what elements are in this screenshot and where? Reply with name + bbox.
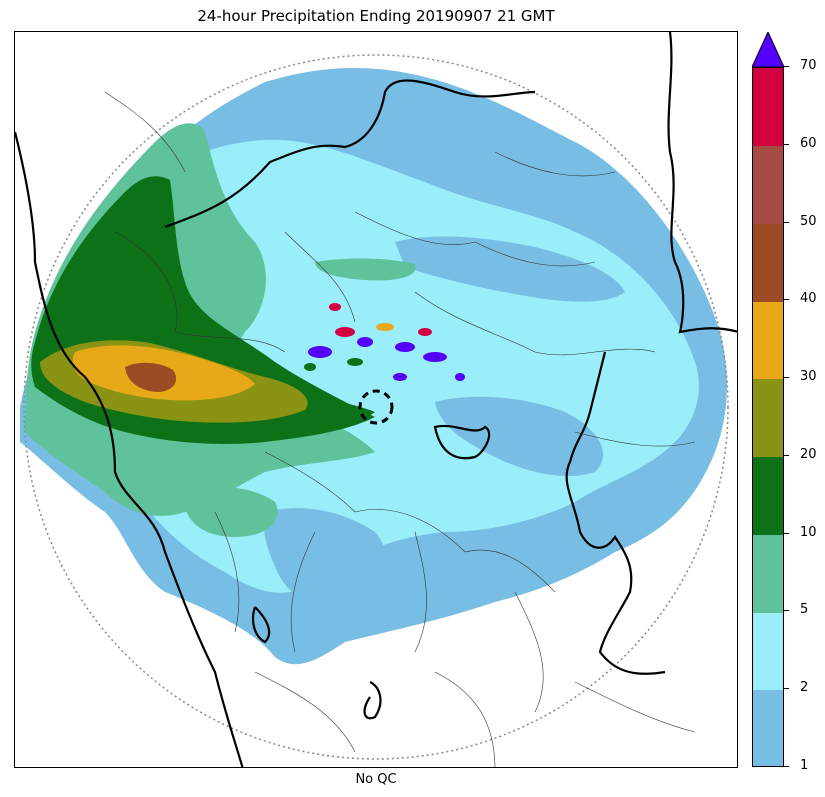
colorbar-segment [753, 534, 783, 613]
radar-map [14, 31, 738, 768]
colorbar-tick-mark [784, 299, 789, 301]
colorbar-tick-mark [784, 221, 789, 223]
colorbar-segment [753, 301, 783, 380]
chart-title: 24-hour Precipitation Ending 20190907 21… [197, 7, 555, 25]
colorbar-tick-mark [784, 688, 789, 690]
colorbar-tick-label: 60 [800, 135, 817, 151]
colorbar-extend-arrow [752, 32, 784, 68]
colorbar-tick-label: 30 [800, 369, 817, 385]
precip-1-2-patch [263, 508, 386, 611]
range-ring [23, 54, 729, 760]
colorbar-segment [753, 145, 783, 224]
precipitation-map-svg [15, 32, 737, 767]
colorbar-segment [753, 456, 783, 535]
colorbar-tick-label: 40 [800, 291, 817, 307]
colorbar-tick-mark [784, 143, 789, 145]
colorbar-tick-mark [784, 377, 789, 379]
colorbar-tick-mark [784, 610, 789, 612]
colorbar-tick-mark [784, 532, 789, 534]
convective-cells [304, 303, 465, 381]
x-axis-label: No QC [355, 772, 397, 787]
colorbar-tick-label: 10 [800, 524, 817, 540]
radar-site-marker [358, 389, 394, 425]
colorbar [752, 67, 784, 767]
colorbar-segment [753, 379, 783, 458]
colorbar-tick-label: 20 [800, 446, 817, 462]
state-borders [15, 32, 737, 767]
colorbar-segment [753, 612, 783, 691]
colorbar-tick-label: 2 [800, 680, 809, 696]
colorbar-tick-label: 50 [800, 213, 817, 229]
precip-5-10-patch [184, 486, 278, 537]
colorbar-tick-label: 1 [800, 758, 809, 773]
colorbar-tick-label: 70 [800, 58, 817, 73]
precip-5-10-patch [315, 258, 416, 281]
precip-1-2-patch [395, 236, 625, 302]
district-borders [104, 91, 696, 767]
colorbar-segment [753, 68, 783, 146]
precip-40-50 [125, 362, 177, 392]
colorbar-tick-label: 5 [800, 602, 809, 618]
colorbar-tick-mark [784, 66, 789, 67]
colorbar-segment [753, 690, 783, 766]
colorbar-tick-mark [784, 766, 789, 767]
colorbar-segment [753, 223, 783, 302]
colorbar-tick-mark [784, 454, 789, 456]
precip-1-2-patch [435, 396, 604, 477]
